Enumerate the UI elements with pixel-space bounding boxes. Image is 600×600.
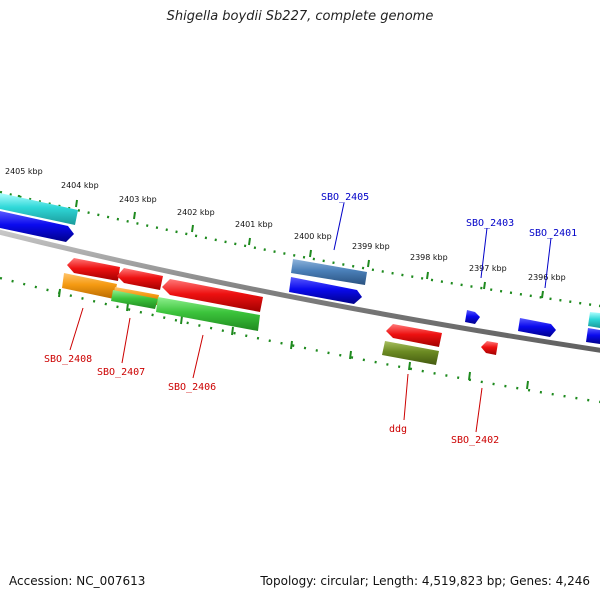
- genome-summary-label: Topology: circular; Length: 4,519,823 bp…: [260, 574, 590, 588]
- outer-major-tick: [75, 199, 78, 208]
- gene-label-sbo2405[interactable]: SBO_2405: [321, 192, 369, 203]
- outer-major-tick: [133, 211, 136, 220]
- reverse-gene-orange-sbo2408[interactable]: [62, 273, 117, 299]
- outer-major-tick: [483, 281, 486, 290]
- reverse-gene-red-ddg[interactable]: [386, 324, 442, 347]
- kbp-label: 2400 kbp: [294, 232, 332, 241]
- leader-line-sbo2406: [192, 334, 204, 379]
- gene-label-sbo2406[interactable]: SBO_2406: [168, 382, 216, 393]
- inner-scale-ruler: [0, 276, 600, 404]
- leader-line-ddg: [403, 373, 409, 421]
- inner-major-tick: [290, 340, 293, 350]
- outer-major-tick: [426, 271, 429, 280]
- inner-major-tick: [526, 380, 529, 390]
- inner-major-tick: [58, 288, 61, 298]
- outer-major-tick: [367, 259, 370, 268]
- forward-gene-steel[interactable]: [291, 259, 367, 285]
- outer-major-tick: [191, 224, 194, 233]
- leader-line-sbo2407: [121, 317, 131, 364]
- gene-label-sbo2408[interactable]: SBO_2408: [44, 354, 92, 365]
- kbp-label: 2398 kbp: [410, 253, 448, 262]
- reverse-gene-red-sbo2402[interactable]: [481, 341, 498, 355]
- gene-label-sbo2401[interactable]: SBO_2401: [529, 228, 577, 239]
- gene-label-ddg[interactable]: ddg: [389, 424, 407, 435]
- gene-label-sbo2407[interactable]: SBO_2407: [97, 367, 145, 378]
- forward-gene-blue-left[interactable]: [0, 211, 74, 242]
- forward-gene-blue-right[interactable]: [586, 328, 600, 344]
- reverse-gene-green-sbo2407[interactable]: [111, 290, 158, 309]
- outer-major-tick: [248, 237, 251, 246]
- forward-gene-blue-sbo2403[interactable]: [465, 310, 480, 324]
- inner-major-tick: [349, 350, 352, 360]
- gene-label-sbo2403[interactable]: SBO_2403: [466, 218, 514, 229]
- reverse-gene-green-sbo2406[interactable]: [156, 297, 260, 331]
- leader-line-sbo2405: [333, 202, 345, 251]
- inner-major-tick: [180, 315, 183, 325]
- kbp-label: 2397 kbp: [469, 264, 507, 273]
- inner-major-tick: [126, 302, 129, 312]
- kbp-label: 2396 kbp: [528, 273, 566, 282]
- leader-line-sbo2401: [544, 237, 552, 289]
- reverse-gene-olive-ddg[interactable]: [382, 341, 439, 365]
- kbp-label: 2401 kbp: [235, 220, 273, 229]
- inner-major-tick: [408, 361, 411, 371]
- kbp-label: 2405 kbp: [5, 167, 43, 176]
- gene-label-sbo2402[interactable]: SBO_2402: [451, 435, 499, 446]
- reverse-gene-red-sbo2407[interactable]: [117, 268, 163, 290]
- kbp-label: 2403 kbp: [119, 195, 157, 204]
- accession-label: Accession: NC_007613: [9, 574, 146, 588]
- forward-gene-cyan-right[interactable]: [588, 312, 600, 328]
- kbp-label: 2399 kbp: [352, 242, 390, 251]
- inner-major-tick: [231, 326, 234, 336]
- map-title: Shigella boydii Sb227, complete genome: [166, 9, 434, 24]
- kbp-label: 2402 kbp: [177, 208, 215, 217]
- leader-line-sbo2402: [475, 387, 483, 433]
- outer-major-tick: [309, 249, 312, 258]
- reverse-gene-red-sbo2406[interactable]: [162, 279, 263, 312]
- forward-gene-blue-sbo2401[interactable]: [518, 318, 556, 337]
- outer-major-tick: [541, 290, 544, 299]
- forward-gene-cyan[interactable]: [0, 193, 78, 225]
- inner-major-tick: [468, 371, 471, 381]
- leader-line-sbo2403: [480, 227, 488, 279]
- genome-backbone: [0, 229, 600, 353]
- outer-scale-ruler: [0, 190, 600, 308]
- leader-line-sbo2408: [69, 307, 84, 351]
- reverse-gene-red-sbo2408[interactable]: [67, 258, 120, 281]
- kbp-label: 2404 kbp: [61, 181, 99, 190]
- forward-gene-blue-sbo2405[interactable]: [289, 277, 362, 304]
